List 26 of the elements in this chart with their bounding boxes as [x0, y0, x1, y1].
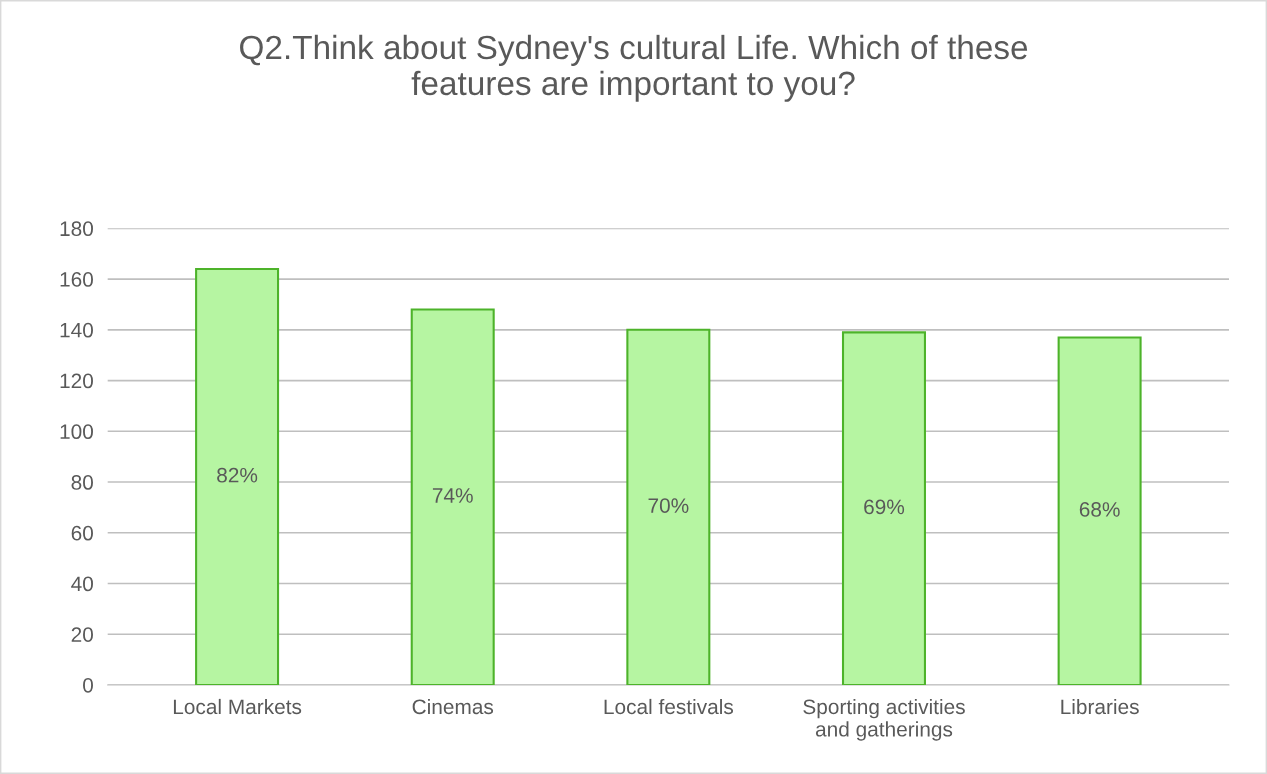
annotation: 69%	[864, 499, 905, 515]
y-tick-label: 160	[60, 272, 93, 287]
y-tick-label: 20	[71, 627, 93, 642]
bar	[410, 308, 495, 685]
x-tick-label: Libraries	[1061, 698, 1139, 715]
x-tick-label: Sporting activities and gatherings	[803, 698, 965, 741]
y-tick-label: 120	[60, 373, 93, 389]
chart-title: Q2.Think about Sydney's cultural Life. Which of these features are important to you?	[240, 34, 1028, 102]
annotation: 68%	[1079, 502, 1120, 517]
x-tick-label: Local festivals	[604, 698, 734, 715]
y-tick-label: 180	[60, 221, 93, 237]
y-tick-label: 140	[60, 322, 93, 338]
y-tick-label: 0	[83, 677, 93, 693]
bar	[626, 328, 711, 685]
y-tick-label: 100	[60, 424, 93, 440]
y-tick-label: 80	[71, 475, 93, 490]
annotation: 82%	[217, 467, 258, 483]
y-tick-label: 60	[71, 525, 93, 541]
bar	[841, 331, 926, 685]
annotation: 70%	[648, 498, 689, 513]
y-tick-label: 40	[71, 576, 93, 592]
bar	[1057, 336, 1142, 685]
annotation: 74%	[432, 488, 473, 503]
x-tick-label: Cinemas	[412, 698, 494, 715]
bar	[195, 267, 280, 685]
x-tick-label: Local Markets	[173, 698, 302, 715]
